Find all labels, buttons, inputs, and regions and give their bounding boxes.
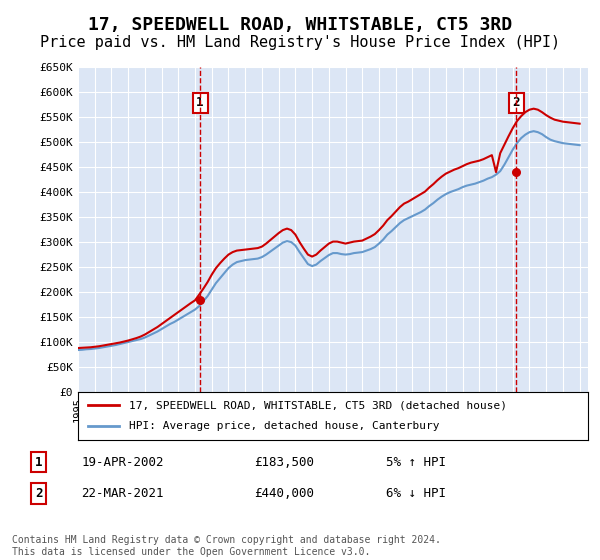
Text: Contains HM Land Registry data © Crown copyright and database right 2024.
This d: Contains HM Land Registry data © Crown c… <box>12 535 441 557</box>
Text: 2: 2 <box>512 96 520 109</box>
Text: 2: 2 <box>35 487 43 500</box>
Text: 1: 1 <box>35 456 43 469</box>
Text: HPI: Average price, detached house, Canterbury: HPI: Average price, detached house, Cant… <box>129 421 439 431</box>
Text: 17, SPEEDWELL ROAD, WHITSTABLE, CT5 3RD: 17, SPEEDWELL ROAD, WHITSTABLE, CT5 3RD <box>88 16 512 34</box>
Text: 6% ↓ HPI: 6% ↓ HPI <box>386 487 446 500</box>
Text: 22-MAR-2021: 22-MAR-2021 <box>81 487 164 500</box>
Text: 17, SPEEDWELL ROAD, WHITSTABLE, CT5 3RD (detached house): 17, SPEEDWELL ROAD, WHITSTABLE, CT5 3RD … <box>129 400 507 410</box>
Text: 1: 1 <box>196 96 204 109</box>
Text: 5% ↑ HPI: 5% ↑ HPI <box>386 456 446 469</box>
Text: 19-APR-2002: 19-APR-2002 <box>81 456 164 469</box>
Text: Price paid vs. HM Land Registry's House Price Index (HPI): Price paid vs. HM Land Registry's House … <box>40 35 560 49</box>
Point <box>195 296 205 305</box>
Text: £183,500: £183,500 <box>254 456 314 469</box>
Text: £440,000: £440,000 <box>254 487 314 500</box>
Point <box>511 167 521 176</box>
